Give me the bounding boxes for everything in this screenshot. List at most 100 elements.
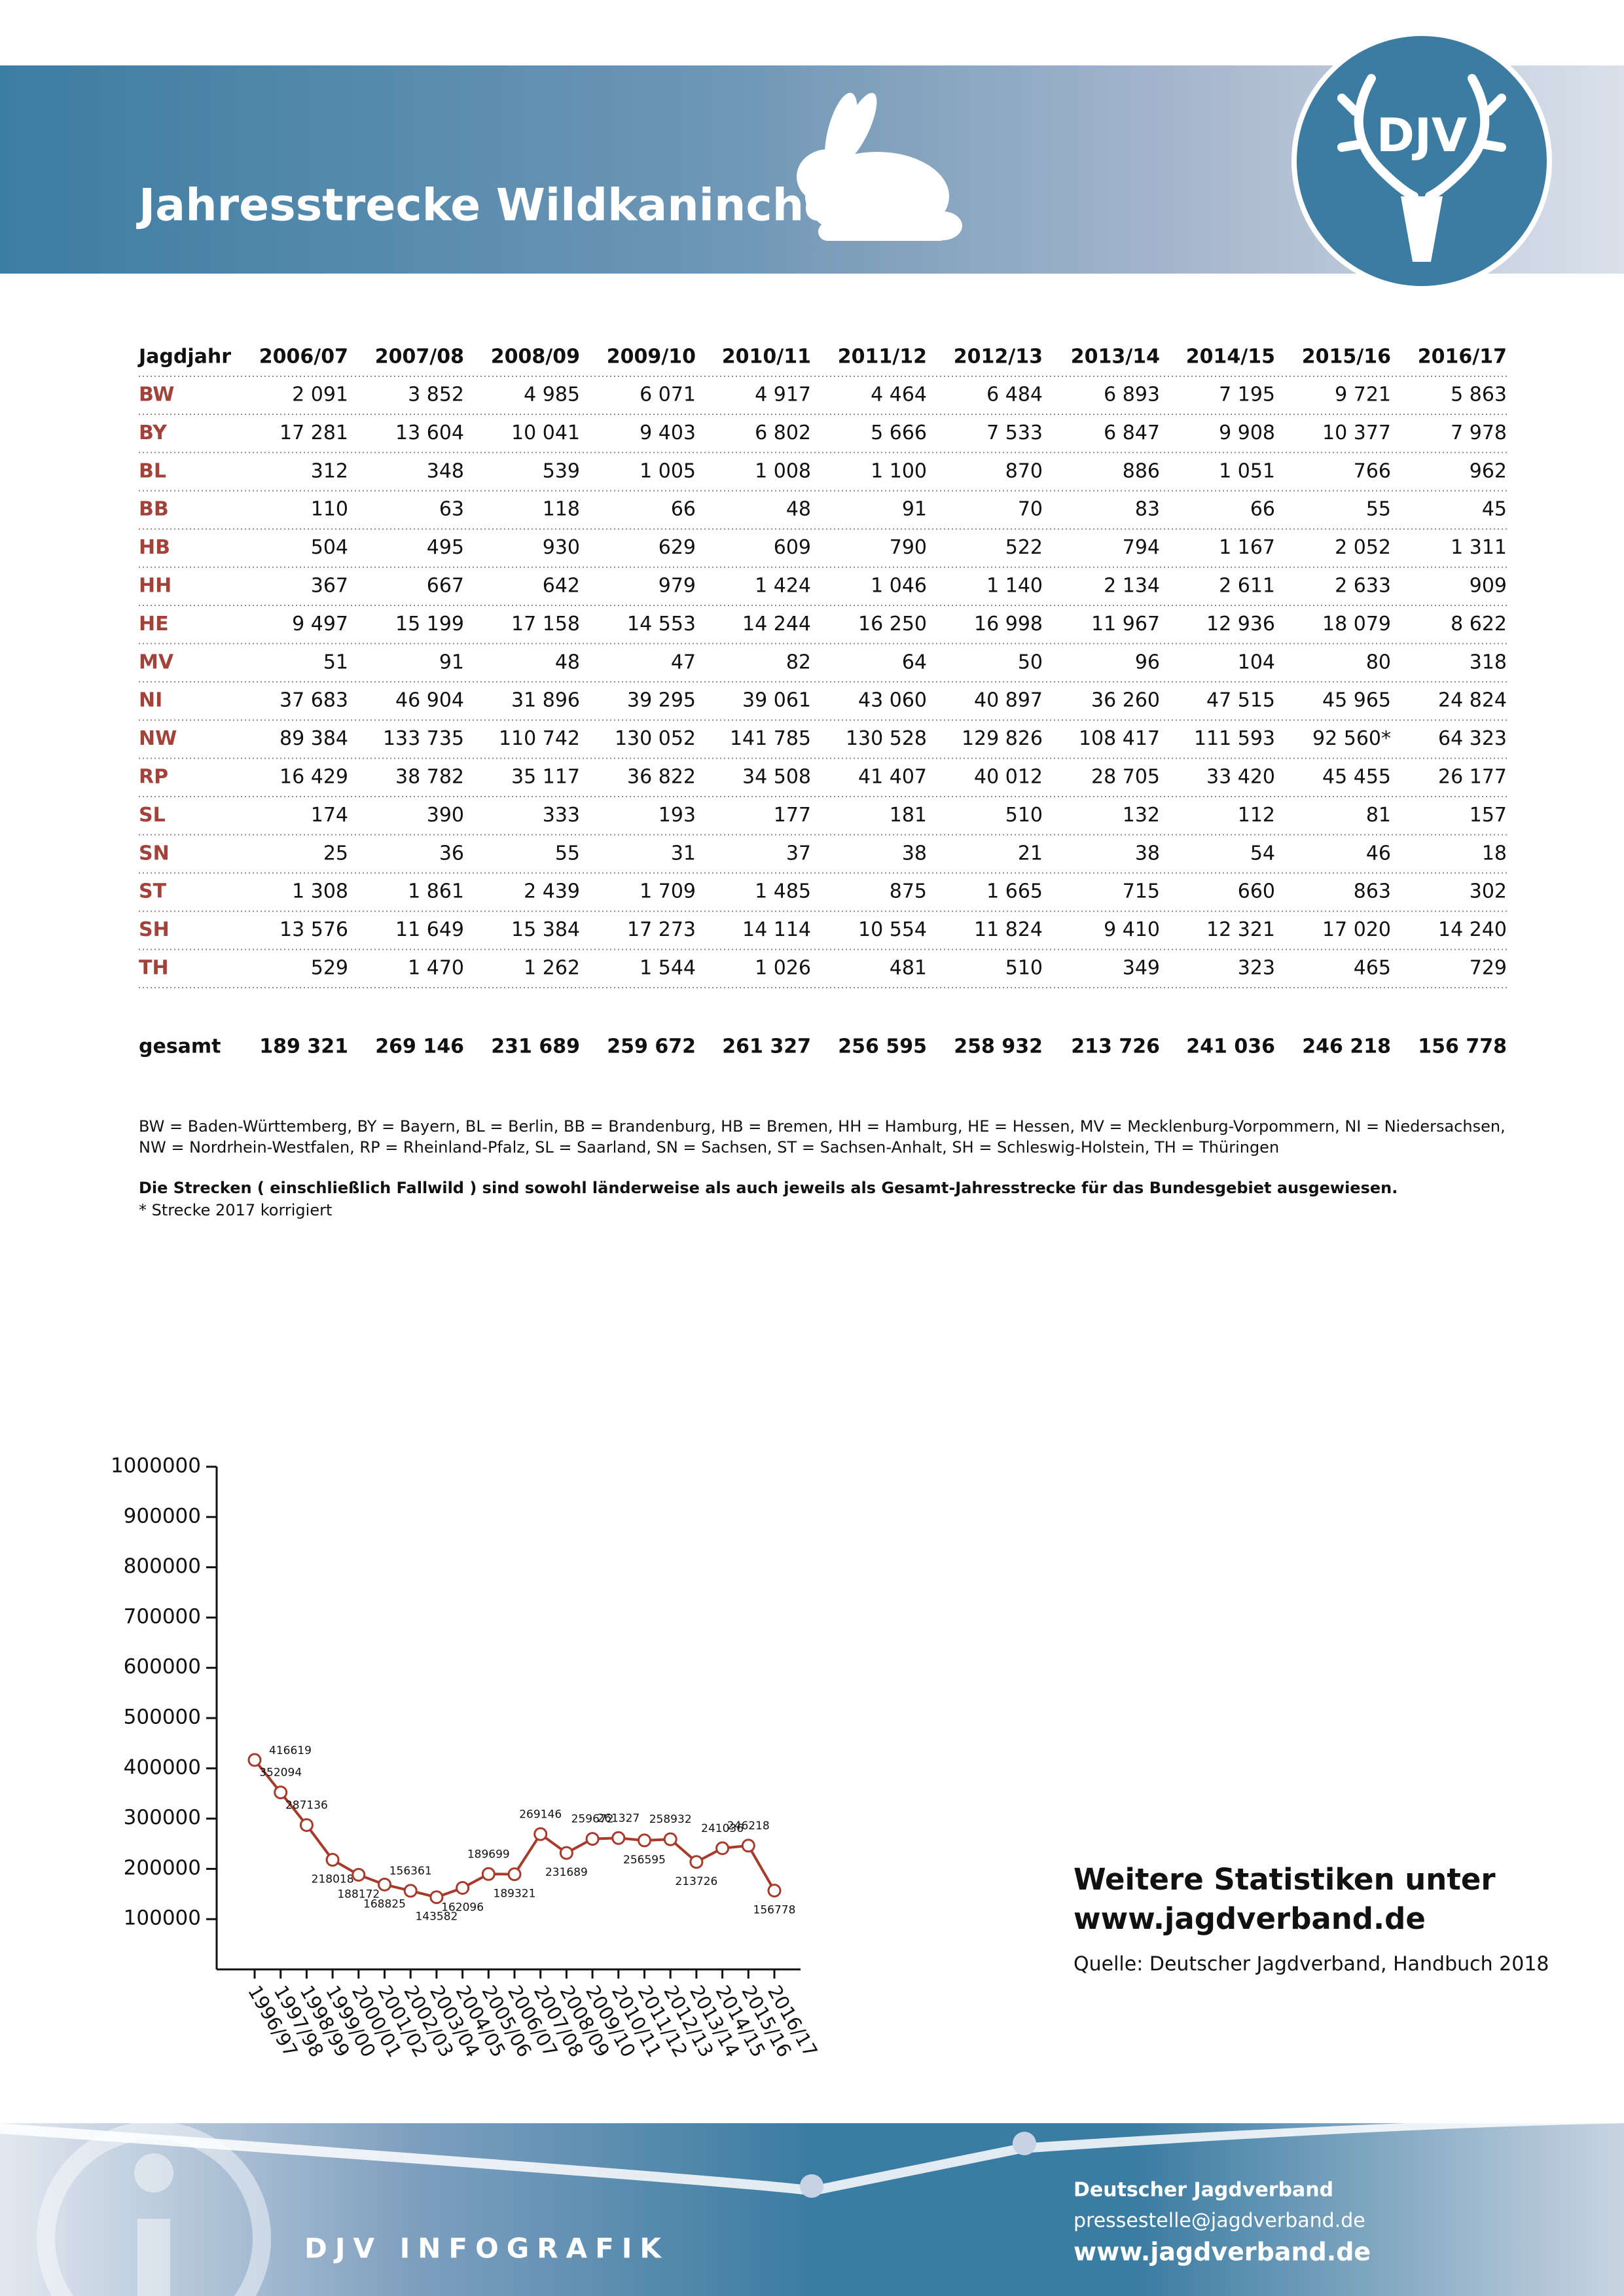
table-cell: 2 633 bbox=[1335, 575, 1391, 598]
data-point bbox=[299, 1818, 314, 1832]
table-cell: 261 327 bbox=[722, 1035, 811, 1058]
table-cell: 39 061 bbox=[742, 689, 811, 712]
table-cell: 4 917 bbox=[755, 384, 811, 406]
table-cell: 110 742 bbox=[499, 727, 580, 750]
table-cell: 41 407 bbox=[858, 766, 927, 789]
table-cell: 80 bbox=[1366, 651, 1391, 673]
data-label: 352094 bbox=[259, 1767, 302, 1780]
table-cell: 193 bbox=[659, 804, 696, 827]
table-cell: 7 195 bbox=[1219, 384, 1275, 406]
table-cell: ST bbox=[139, 880, 167, 903]
table-cell: 348 bbox=[427, 459, 464, 482]
table-cell: 6 847 bbox=[1104, 422, 1160, 444]
table-cell: 17 158 bbox=[511, 613, 580, 636]
table-cell: 2 052 bbox=[1335, 536, 1391, 559]
table-cell: 2008/09 bbox=[491, 346, 580, 368]
data-label: 261327 bbox=[597, 1812, 640, 1825]
table-cell: 7 533 bbox=[986, 422, 1043, 444]
table-cell: 794 bbox=[1123, 536, 1160, 559]
table-cell: 11 649 bbox=[395, 918, 464, 941]
data-point bbox=[456, 1881, 470, 1895]
table-cell: 28 705 bbox=[1091, 766, 1160, 789]
table-cell: SL bbox=[139, 804, 166, 827]
table-cell: 132 bbox=[1123, 804, 1160, 827]
data-point bbox=[638, 1833, 651, 1848]
table-cell: 141 785 bbox=[730, 727, 811, 750]
table-cell: SH bbox=[139, 918, 170, 941]
data-label: 143582 bbox=[415, 1910, 458, 1924]
table-cell: 1 665 bbox=[986, 880, 1043, 903]
data-point bbox=[325, 1853, 340, 1867]
table-cell: BB bbox=[139, 498, 169, 521]
table-cell: 9 403 bbox=[640, 422, 696, 444]
table-cell: 26 177 bbox=[1438, 766, 1507, 789]
data-label: 156361 bbox=[389, 1865, 432, 1878]
data-point bbox=[352, 1867, 366, 1882]
table-cell: HE bbox=[139, 613, 169, 636]
data-point bbox=[689, 1855, 704, 1869]
table-cell: 10 377 bbox=[1322, 422, 1391, 444]
table-cell: 390 bbox=[427, 804, 464, 827]
table-cell: 10 554 bbox=[858, 918, 927, 941]
table-cell: 510 bbox=[1005, 804, 1043, 827]
table-cell: 108 417 bbox=[1079, 727, 1160, 750]
table-cell: 886 bbox=[1123, 459, 1160, 482]
table-cell: 16 998 bbox=[974, 613, 1043, 636]
table-cell: gesamt bbox=[139, 1035, 221, 1058]
table-cell: 9 721 bbox=[1335, 384, 1391, 406]
data-point bbox=[274, 1785, 288, 1800]
deer-head bbox=[1401, 196, 1443, 262]
rabbit-icon bbox=[797, 92, 962, 241]
table-cell: 46 904 bbox=[395, 689, 464, 712]
table-cell: 37 683 bbox=[280, 689, 348, 712]
data-point bbox=[247, 1753, 262, 1767]
table-cell: 1 544 bbox=[640, 957, 696, 980]
table-cell: MV bbox=[139, 651, 174, 673]
table-cell: 21 bbox=[1018, 842, 1043, 865]
table-cell: Jagdjahr bbox=[137, 346, 231, 368]
table-cell: 10 041 bbox=[511, 422, 580, 444]
table-cell: 92 560* bbox=[1312, 727, 1391, 750]
data-point bbox=[481, 1867, 496, 1881]
table-cell: 46 bbox=[1366, 842, 1391, 865]
table-cell: 18 bbox=[1482, 842, 1507, 865]
table-cell: 1 709 bbox=[640, 880, 696, 903]
data-label: 231689 bbox=[545, 1866, 588, 1879]
table-cell: 790 bbox=[890, 536, 927, 559]
table-cell: 34 508 bbox=[742, 766, 811, 789]
y-tick-label: 800000 bbox=[124, 1554, 201, 1578]
info-icon bbox=[134, 2153, 173, 2193]
table-cell: 2 091 bbox=[292, 384, 348, 406]
data-label: 213726 bbox=[675, 1875, 717, 1888]
table-cell: 63 bbox=[439, 498, 464, 521]
table-cell: 667 bbox=[427, 575, 464, 598]
table-cell: NW bbox=[139, 727, 177, 750]
table-cell: 39 295 bbox=[627, 689, 696, 712]
table-cell: 17 281 bbox=[280, 422, 348, 444]
page-title: Jahresstrecke Wildkaninchen bbox=[136, 180, 866, 232]
table-cell: 133 735 bbox=[383, 727, 464, 750]
table-cell: 13 576 bbox=[280, 918, 348, 941]
table-cell: 2013/14 bbox=[1071, 346, 1160, 368]
table-cell: 64 bbox=[902, 651, 927, 673]
table-cell: 15 199 bbox=[395, 613, 464, 636]
table-cell: 1 046 bbox=[871, 575, 927, 598]
table-cell: TH bbox=[139, 957, 169, 980]
side-heading: www.jagdverband.de bbox=[1074, 1901, 1426, 1936]
table-cell: 4 985 bbox=[524, 384, 580, 406]
data-point bbox=[767, 1884, 782, 1898]
table-cell: 529 bbox=[311, 957, 348, 980]
table-cell: 323 bbox=[1238, 957, 1275, 980]
table-cell: 51 bbox=[323, 651, 348, 673]
y-tick-label: 1000000 bbox=[111, 1454, 201, 1478]
table-cell: 36 260 bbox=[1091, 689, 1160, 712]
table-cell: 979 bbox=[659, 575, 696, 598]
table-cell: 609 bbox=[774, 536, 811, 559]
table-cell: 1 424 bbox=[755, 575, 811, 598]
table-cell: HH bbox=[139, 575, 171, 598]
table-cell: 629 bbox=[659, 536, 696, 559]
table-cell: 2015/16 bbox=[1302, 346, 1391, 368]
table-cell: 31 896 bbox=[511, 689, 580, 712]
